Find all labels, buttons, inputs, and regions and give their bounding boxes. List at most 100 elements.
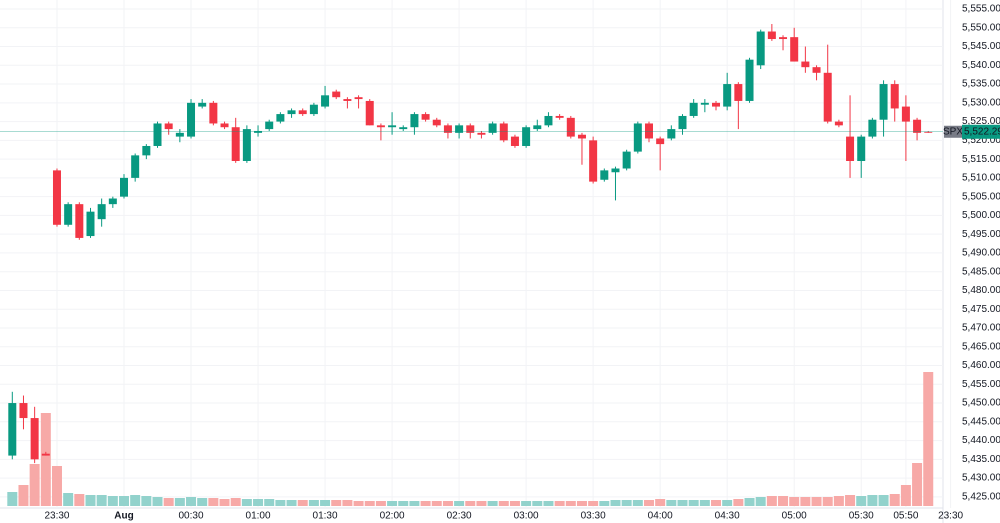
candle-body — [97, 204, 106, 220]
volume-bar — [498, 501, 509, 506]
candle-body — [209, 102, 218, 124]
y-tick-label: 5,525.00 — [962, 116, 1000, 127]
volume-bar — [275, 500, 286, 506]
candle-body — [678, 115, 687, 130]
volume-bar — [141, 496, 152, 506]
candle-body — [410, 114, 419, 128]
x-tick-label: 23:30 — [938, 511, 963, 522]
volume-bar — [856, 496, 867, 506]
volume-bar — [912, 463, 923, 506]
volume-bar — [465, 501, 476, 506]
volume-bar — [588, 501, 599, 506]
candle-body — [823, 72, 832, 122]
y-tick-label: 5,510.00 — [962, 173, 1000, 184]
candle-body — [712, 102, 721, 107]
y-tick-label: 5,430.00 — [962, 473, 1000, 484]
candle-body — [376, 125, 385, 128]
price-badge — [962, 124, 1000, 139]
volume-bar — [833, 496, 844, 506]
volume-bar — [331, 500, 342, 506]
candle-body — [298, 110, 307, 115]
volume-bar — [521, 501, 532, 506]
volume-bar — [900, 485, 911, 506]
candle-body — [19, 403, 28, 419]
volume-bar — [29, 464, 40, 506]
volume-bar — [431, 501, 442, 506]
volume-bar — [219, 499, 230, 506]
volume-bar — [241, 499, 252, 506]
candle-body — [544, 115, 553, 126]
y-tick-label: 5,530.00 — [962, 97, 1000, 108]
x-tick-label: 23:30 — [44, 511, 69, 522]
volume-bar — [264, 499, 275, 506]
y-tick-label: 5,455.00 — [962, 379, 1000, 390]
volume-bar — [889, 494, 900, 506]
candle-body — [790, 37, 799, 62]
volume-bar — [96, 495, 107, 506]
candle-body — [488, 123, 497, 133]
candle-body — [600, 170, 609, 180]
volume-bar — [51, 466, 62, 506]
volume-bar — [811, 497, 822, 506]
volume-bar — [755, 497, 766, 506]
candle-body — [432, 119, 441, 126]
candle-body — [198, 102, 207, 107]
candle-body — [611, 168, 620, 173]
candle-body — [812, 67, 821, 73]
y-tick-label: 5,485.00 — [962, 266, 1000, 277]
x-tick-label: 00:30 — [179, 511, 204, 522]
volume-bar — [398, 501, 409, 506]
volume-bar — [454, 501, 465, 506]
y-tick-label: 5,535.00 — [962, 79, 1000, 90]
candle-body — [466, 125, 475, 133]
symbol-label: SPX — [943, 126, 963, 137]
volume-bar — [230, 498, 241, 506]
volume-bar — [442, 501, 453, 506]
candle-body — [220, 123, 229, 128]
candle-body — [633, 123, 642, 152]
candle-body — [142, 145, 151, 156]
candle-body — [164, 123, 173, 130]
volume-bar — [320, 500, 331, 506]
volume-bar — [778, 496, 789, 506]
y-tick-label: 5,470.00 — [962, 323, 1000, 334]
volume-bar — [845, 495, 856, 506]
volume-bar — [688, 500, 699, 506]
volume-bar — [174, 498, 185, 506]
x-tick-label: 04:00 — [648, 511, 673, 522]
candle-body — [52, 170, 61, 225]
candle-body — [75, 204, 84, 238]
volume-bar — [130, 495, 141, 506]
candle-body — [309, 104, 318, 115]
y-tick-label: 5,495.00 — [962, 229, 1000, 240]
volume-bar — [509, 501, 520, 506]
y-tick-label: 5,480.00 — [962, 285, 1000, 296]
volume-bar — [152, 497, 163, 506]
candle-body — [656, 138, 665, 145]
volume-bar — [253, 499, 264, 506]
candle-body — [667, 129, 676, 139]
candle-body — [913, 119, 922, 133]
volume-bar — [878, 495, 889, 506]
volume-bar — [85, 495, 96, 506]
volume-bar — [308, 500, 319, 506]
candle-body — [388, 125, 397, 128]
volume-bar — [867, 495, 878, 506]
volume-bar — [744, 498, 755, 506]
volume-bar — [576, 501, 587, 506]
candle-body — [924, 131, 933, 133]
candle-body — [745, 59, 754, 101]
volume-bar — [610, 500, 621, 506]
volume-bar — [208, 498, 219, 506]
candle-body — [700, 102, 709, 105]
candle-body — [834, 121, 843, 126]
candle-body — [589, 140, 598, 182]
y-tick-label: 5,445.00 — [962, 416, 1000, 427]
volume-bar — [40, 413, 51, 506]
y-tick-label: 5,540.00 — [962, 60, 1000, 71]
candle-body — [522, 127, 531, 146]
x-tick-label: 05:50 — [893, 511, 918, 522]
candle-body — [120, 177, 128, 197]
candle-body — [399, 127, 408, 130]
